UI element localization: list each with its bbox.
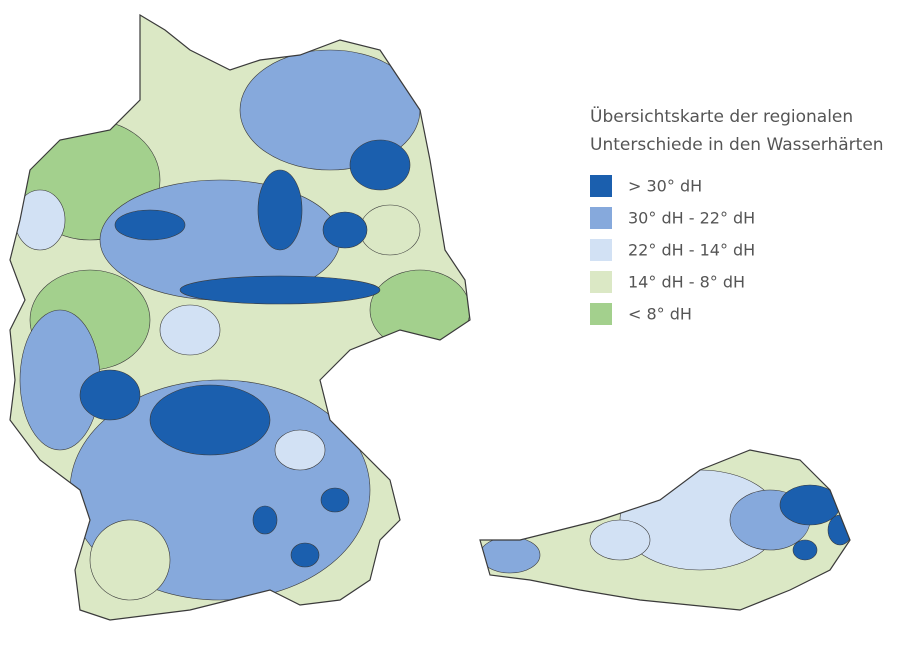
region (274, 429, 326, 471)
legend-label: 30° dH - 22° dH (628, 209, 755, 228)
region (257, 169, 303, 251)
region (320, 487, 350, 513)
austria-outline (479, 449, 851, 611)
germany-map (10, 15, 470, 620)
region (89, 519, 171, 601)
region (827, 514, 850, 546)
region (359, 204, 421, 256)
title-line: Übersichtskarte der regionalen (590, 105, 853, 127)
legend-swatch (590, 303, 612, 325)
region (114, 209, 186, 241)
region (480, 536, 541, 574)
legend-swatch (590, 239, 612, 261)
legend-label: 22° dH - 14° dH (628, 241, 755, 260)
region (349, 139, 411, 191)
legend-swatch (590, 175, 612, 197)
legend-swatch (590, 271, 612, 293)
title-line: Unterschiede in den Wasserhärten (590, 135, 884, 155)
region (14, 189, 66, 251)
legend: > 30° dH 30° dH - 22° dH 22° dH - 14° dH 14… (590, 175, 755, 325)
region (179, 275, 381, 305)
region (79, 369, 141, 421)
germany-outline (9, 13, 471, 621)
region (290, 542, 320, 568)
legend-label: 14° dH - 8° dH (628, 273, 745, 292)
region (252, 505, 278, 535)
region (792, 539, 818, 561)
legend-swatch (590, 207, 612, 229)
region (149, 384, 271, 456)
region (159, 304, 221, 356)
austria-map (480, 450, 850, 610)
region (322, 211, 368, 249)
region (589, 519, 651, 561)
region (369, 269, 470, 351)
legend-label: > 30° dH (628, 177, 702, 196)
legend-label: < 8° dH (628, 305, 692, 324)
